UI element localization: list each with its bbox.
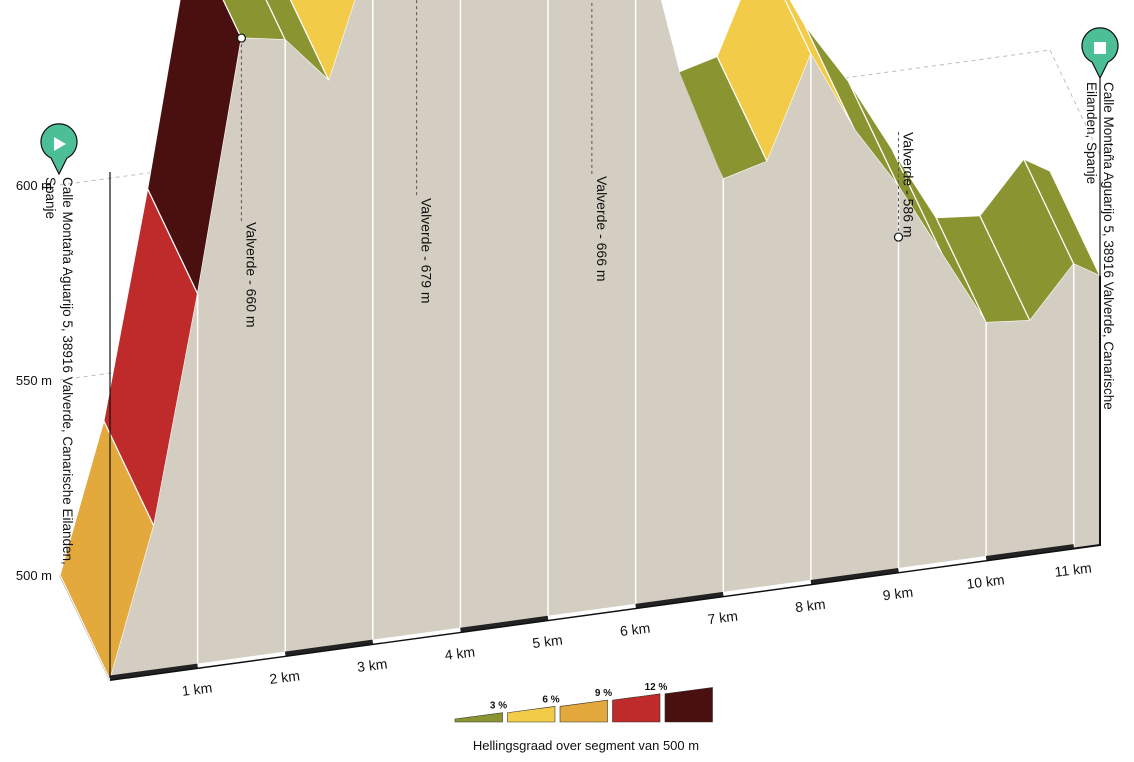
profile-face (110, 0, 1100, 680)
start-marker-pin (40, 123, 78, 176)
legend-label: 9 % (595, 688, 612, 699)
legend-swatch (664, 687, 713, 723)
waypoint-label: Valverde - 679 m (419, 198, 435, 304)
y-tick-label: 550 m (16, 373, 52, 388)
x-tick-label: 6 km (619, 620, 651, 640)
waypoint-marker (236, 33, 247, 43)
stop-icon (1094, 42, 1106, 54)
x-tick-label: 10 km (966, 571, 1006, 592)
distance-bar-segment (372, 627, 461, 644)
legend-label: 12 % (645, 682, 668, 693)
x-tick-label: 8 km (794, 596, 826, 616)
legend-caption: Hellingsgraad over segment van 500 m (472, 738, 700, 753)
legend-swatch (612, 693, 661, 723)
distance-bar-segment (723, 579, 812, 596)
x-tick-label: 5 km (531, 632, 563, 652)
legend-swatch (559, 699, 608, 723)
play-icon (54, 137, 66, 151)
x-tick-label: 4 km (444, 643, 476, 663)
start-marker (40, 123, 78, 176)
finish-label-line2: Eilanden, Spanje (1084, 82, 1099, 184)
gridline-depth (1049, 49, 1101, 156)
distance-bar-segment (197, 651, 286, 668)
x-tick-label: 2 km (269, 667, 301, 687)
x-tick-label: 7 km (707, 608, 739, 628)
legend-swatch (454, 712, 503, 723)
finish-label-line1: Calle Montaña Aguarijo 5, 38916 Valverde… (1101, 82, 1116, 410)
x-tick-label: 3 km (356, 655, 388, 675)
y-tick-label: 600 m (16, 178, 52, 193)
distance-bar-segment (898, 556, 987, 572)
x-tick-label: 11 km (1054, 559, 1093, 579)
waypoint-label: Valverde - 666 m (594, 176, 610, 282)
legend-label: 6 % (542, 694, 559, 705)
distance-bar-segment (810, 567, 899, 584)
distance-bar-segment (985, 544, 1074, 561)
legend-swatch (507, 706, 556, 723)
waypoints: Valverde - 660 m Valverde - 679 m Valverde… (236, 0, 916, 328)
finish-marker (1081, 27, 1119, 80)
waypoint-label: Valverde - 660 m (243, 222, 259, 328)
gradient-legend: 3 % 6 % 9 % 12 % (454, 682, 713, 723)
legend-label: 3 % (490, 701, 507, 712)
distance-bar-segment (635, 591, 724, 608)
distance-bar-segment (284, 639, 374, 656)
gradient-segment (289, 0, 356, 83)
start-label-line1: Calle Montaña Aguarijo 5, 38916 Valverde… (60, 177, 75, 565)
distance-bar (109, 544, 1074, 680)
distance-bar-segment (547, 603, 636, 620)
x-tick-label: 9 km (882, 584, 914, 604)
distance-bar-segment (460, 615, 549, 632)
x-axis-labels: 1 km 2 km 3 km 4 km 5 km 6 km 7 km 8 km 9 km 10 k… (181, 559, 1093, 698)
waypoint-marker (893, 232, 904, 242)
distance-bar-segment (109, 663, 198, 680)
waypoint-label: Valverde - 586 m (900, 132, 916, 238)
km-dividers (196, 0, 1075, 669)
start-label-line2: Spanje (43, 177, 58, 219)
y-tick-label: 500 m (16, 568, 52, 583)
x-tick-label: 1 km (181, 679, 213, 699)
